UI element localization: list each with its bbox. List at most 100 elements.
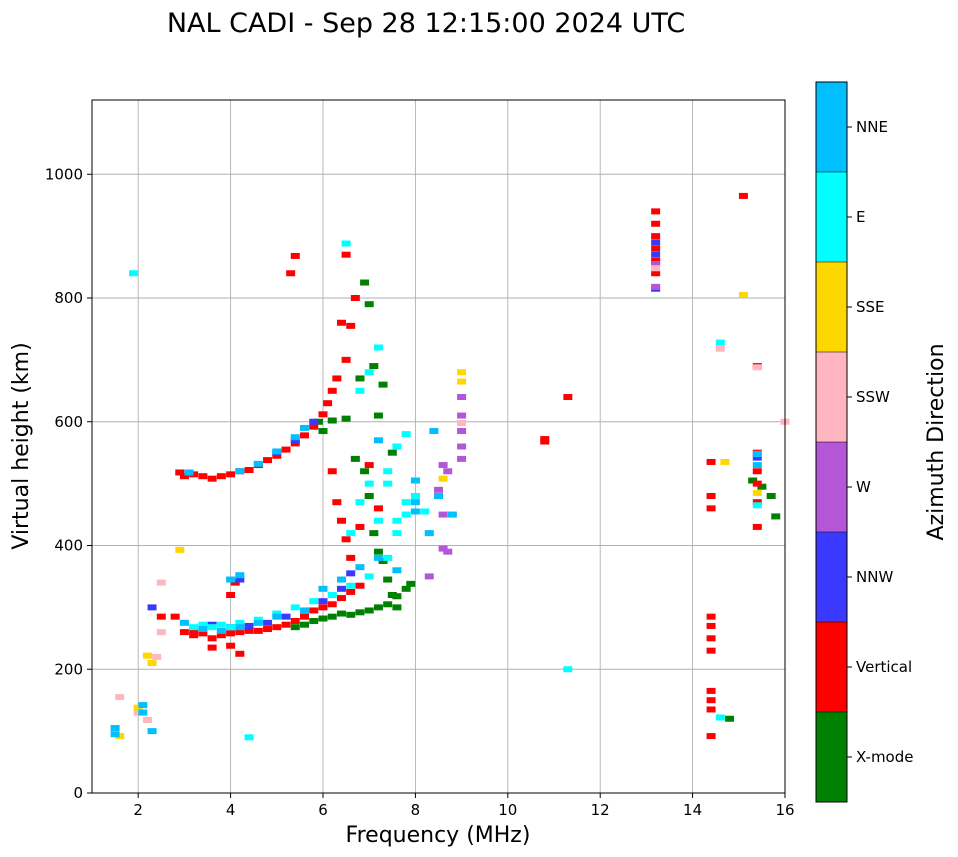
echo-point-nne bbox=[752, 450, 762, 457]
y-tick-label: 1000 bbox=[45, 165, 83, 183]
echo-point-x-mode bbox=[350, 455, 360, 462]
y-tick-label: 400 bbox=[54, 537, 83, 555]
x-tick-label: 6 bbox=[318, 801, 328, 819]
echo-point-nne bbox=[373, 554, 383, 561]
echo-point-vertical bbox=[332, 499, 342, 506]
echo-point-e bbox=[383, 480, 393, 487]
colorbar-label-nne: NNE bbox=[856, 118, 888, 136]
echo-point-w bbox=[434, 486, 443, 493]
echo-point-vertical bbox=[706, 505, 716, 512]
echo-point-x-mode bbox=[290, 624, 300, 631]
echo-point-vertical bbox=[563, 394, 573, 400]
echo-point-vertical bbox=[651, 208, 661, 215]
echo-point-nnw bbox=[235, 576, 245, 583]
echo-point-nne bbox=[752, 462, 762, 469]
echo-point-vertical bbox=[323, 400, 333, 407]
echo-point-vertical bbox=[706, 493, 716, 499]
echo-point-e bbox=[410, 493, 420, 499]
colorbar-swatch-sse bbox=[816, 262, 847, 352]
echo-point-vertical bbox=[198, 630, 208, 637]
colorbar-label-vertical: Vertical bbox=[856, 658, 912, 676]
echo-point-nnw bbox=[651, 251, 661, 258]
x-tick-label: 14 bbox=[683, 801, 702, 819]
echo-point-x-mode bbox=[383, 576, 393, 583]
x-axis-title: Frequency (MHz) bbox=[346, 823, 531, 848]
echo-point-vertical bbox=[327, 468, 337, 475]
colorbar-label-nnw: NNW bbox=[856, 568, 893, 586]
echo-point-vertical bbox=[175, 469, 185, 476]
echo-point-nne bbox=[373, 437, 383, 444]
echo-point-vertical bbox=[290, 252, 300, 259]
echo-point-vertical bbox=[327, 387, 337, 394]
echo-point-x-mode bbox=[406, 580, 416, 587]
echo-point-w bbox=[457, 428, 467, 435]
echo-point-x-mode bbox=[373, 548, 383, 555]
echo-point-x-mode bbox=[313, 418, 323, 425]
x-tick-label: 4 bbox=[226, 801, 236, 819]
echo-point-vertical bbox=[341, 536, 351, 543]
echo-point-x-mode bbox=[373, 412, 383, 419]
echo-point-ssw bbox=[457, 419, 467, 426]
echo-point-nne bbox=[138, 709, 148, 716]
colorbar-label-w: W bbox=[856, 478, 871, 496]
echo-point-vertical bbox=[272, 452, 282, 459]
echo-point-vertical bbox=[263, 626, 273, 633]
echo-point-vertical bbox=[189, 632, 199, 639]
echo-point-e bbox=[207, 624, 217, 631]
echo-point-ssw bbox=[651, 265, 661, 272]
y-tick-label: 600 bbox=[54, 413, 83, 431]
echo-point-e bbox=[715, 714, 725, 721]
echo-point-nne bbox=[392, 567, 402, 574]
echo-point-vertical bbox=[226, 471, 236, 478]
echo-point-x-mode bbox=[360, 468, 370, 475]
echo-point-x-mode bbox=[341, 415, 351, 422]
echo-point-vertical bbox=[752, 523, 762, 530]
echo-point-x-mode bbox=[327, 613, 337, 620]
echo-point-e bbox=[383, 468, 393, 475]
echo-point-e bbox=[364, 573, 374, 580]
echo-point-x-mode bbox=[725, 715, 735, 722]
y-axis-title: Virtual height (km) bbox=[9, 342, 34, 549]
x-tick-label: 2 bbox=[133, 801, 143, 819]
echo-point-x-mode bbox=[309, 617, 319, 624]
echo-point-nne bbox=[147, 728, 157, 735]
chart-title: NAL CADI - Sep 28 12:15:00 2024 UTC bbox=[167, 8, 685, 39]
colorbar-swatch-ssw bbox=[816, 352, 847, 442]
echo-point-nne bbox=[179, 619, 189, 626]
echo-point-vertical bbox=[300, 613, 310, 620]
echo-point-vertical bbox=[290, 617, 300, 624]
echo-point-vertical bbox=[281, 621, 291, 628]
echo-point-vertical bbox=[752, 468, 762, 475]
echo-point-nne bbox=[290, 434, 300, 441]
echo-point-e bbox=[392, 517, 402, 524]
echo-point-vertical bbox=[706, 635, 716, 642]
echo-point-w bbox=[457, 443, 467, 450]
echo-point-e bbox=[364, 480, 374, 487]
echo-point-vertical bbox=[226, 630, 236, 637]
echo-point-vertical bbox=[156, 613, 166, 620]
echo-point-e bbox=[715, 339, 725, 346]
echo-point-w bbox=[438, 462, 448, 469]
echo-point-x-mode bbox=[387, 449, 397, 456]
echo-point-ssw bbox=[133, 709, 143, 716]
echo-point-nnw bbox=[263, 619, 273, 626]
echo-point-sse bbox=[115, 733, 125, 740]
echo-point-vertical bbox=[179, 473, 189, 480]
echo-point-w bbox=[457, 412, 467, 419]
echo-point-ssw bbox=[142, 716, 152, 723]
echo-point-vertical bbox=[364, 462, 374, 469]
echo-point-e bbox=[198, 621, 208, 628]
echo-point-vertical bbox=[300, 432, 310, 439]
echo-point-w bbox=[438, 545, 448, 552]
echo-point-vertical bbox=[253, 627, 263, 634]
echo-point-e bbox=[752, 502, 762, 509]
echo-point-e bbox=[346, 582, 356, 589]
echo-point-x-mode bbox=[318, 615, 328, 622]
echo-point-nnw bbox=[651, 239, 661, 246]
echo-point-sse bbox=[133, 704, 143, 711]
echo-point-x-mode bbox=[771, 513, 781, 520]
echo-point-e bbox=[355, 387, 365, 394]
colorbar: X-mode Vertical NNW W SSW SSE E NNE bbox=[815, 81, 913, 803]
echo-point-nne bbox=[318, 585, 328, 592]
echo-point-sse bbox=[457, 378, 467, 385]
